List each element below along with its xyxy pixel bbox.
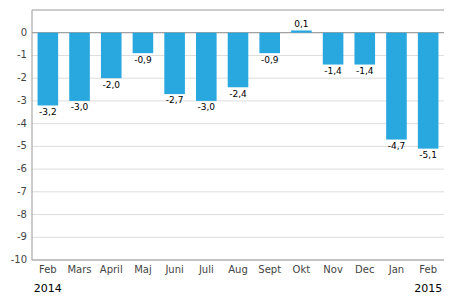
plot-top-line [32,10,444,11]
grid-line [32,214,444,215]
x-tick-label: Dec [355,264,374,275]
bar [354,33,375,65]
grid [32,33,444,260]
bar [133,33,154,53]
x-tick-label: Okt [293,264,311,275]
grid-line [32,169,444,170]
data-label: -3,0 [71,102,89,112]
annotation: 2014 [34,282,62,295]
y-tick-label: -3 [17,95,27,106]
data-label: -2,0 [102,80,120,90]
x-tick-label: Juni [164,264,183,275]
data-label: -1,4 [324,66,342,76]
bars [38,30,439,148]
bar [101,33,122,78]
y-tick-label: -7 [17,186,27,197]
data-label: -4,7 [388,141,406,151]
bar [386,33,407,140]
bar [228,33,249,88]
y-tick-label: -2 [17,72,27,83]
y-tick-label: -8 [17,209,27,220]
grid-line [32,123,444,124]
x-tick-label: Juli [198,264,214,275]
x-tick-label: Sept [258,264,281,275]
x-tick-label: Jan [388,264,404,275]
bar [259,33,280,53]
y-tick-label: -10 [11,254,27,265]
bar [164,33,185,94]
bar [38,33,59,106]
x-tick-label: Mars [67,264,91,275]
bar [196,33,217,101]
chart: 0 -1 -2 -3 -4 -5 -6 -7 -8 -9 -10 -3,2 -3,0 -2,0 -0,9 -2… [0,0,454,302]
data-label: -0,9 [134,55,152,65]
y-tick-label: 0 [21,27,27,38]
y-tick-label: -6 [17,163,27,174]
x-tick-label: April [100,264,123,275]
grid-line [32,100,444,101]
y-axis-line [32,10,33,260]
y-tick-label: -5 [17,140,27,151]
grid-line [32,260,444,261]
x-tick-label: Feb [39,264,57,275]
data-label: -1,4 [356,66,374,76]
y-tick-label: -9 [17,231,27,242]
grid-line [32,237,444,238]
plot-bottom-line [32,260,444,261]
bar [291,30,312,32]
data-label: -0,9 [261,55,279,65]
grid-line [32,191,444,192]
annotation: 2015 [414,282,442,295]
data-label: -2,7 [166,95,184,105]
x-tick-label: Feb [419,264,437,275]
grid-line [32,146,444,147]
x-tick-label: Maj [134,264,152,275]
data-label: -2,4 [229,89,247,99]
x-tick-label: Aug [228,264,248,275]
bar [69,33,90,101]
y-tick-label: -4 [17,118,27,129]
bar [323,33,344,65]
data-label: 0,1 [294,19,308,29]
data-label: -3,2 [39,107,57,117]
data-label: -5,1 [419,150,437,160]
y-tick-label: -1 [17,49,27,60]
x-tick-label: Nov [323,264,343,275]
bar [418,33,439,149]
data-label: -3,0 [198,102,216,112]
